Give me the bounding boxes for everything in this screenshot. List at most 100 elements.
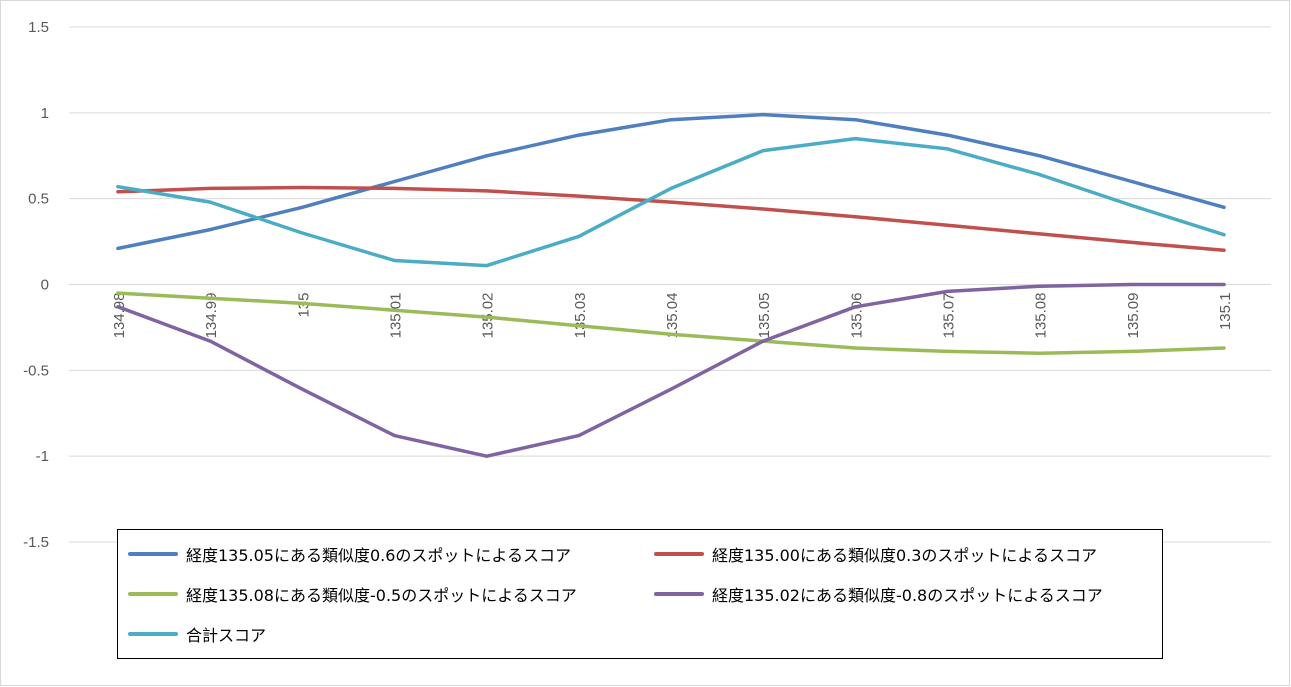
- data-point: [300, 301, 304, 305]
- data-point: [208, 339, 212, 343]
- data-point: [945, 223, 950, 227]
- data-point: [392, 258, 397, 263]
- y-axis-ticks: 1.5 1 0.5 0 -0.5 -1 -1.5: [23, 19, 49, 551]
- series-5: [116, 136, 1226, 268]
- legend-item-series-4: 経度135.02にある類似度-0.8のスポットによるスコア: [654, 582, 1103, 606]
- data-point: [208, 186, 212, 190]
- data-point: [853, 346, 857, 350]
- legend-item-series-3: 経度135.08にある類似度-0.5のスポットによるスコア: [128, 582, 577, 606]
- x-axis-ticks: 134.98 134.99 135 135.01 135.02 135.03 135.04 1…: [111, 293, 1234, 339]
- y-tick-label: 1: [41, 105, 49, 122]
- data-point: [485, 154, 489, 158]
- data-point: [300, 205, 304, 209]
- x-tick-label: 135.05: [756, 293, 773, 339]
- data-point: [577, 234, 581, 239]
- data-point: [945, 133, 950, 137]
- legend-label-series-4: 経度135.02にある類似度-0.8のスポットによるスコア: [712, 586, 1103, 605]
- x-tick-label: 134.98: [111, 293, 128, 339]
- x-tick-label: 135.09: [1125, 293, 1142, 339]
- legend-swatch-series-1: [128, 552, 178, 556]
- data-point: [1130, 240, 1134, 245]
- data-point: [577, 133, 581, 137]
- x-tick-label: 135.07: [941, 293, 958, 339]
- data-point: [116, 305, 120, 309]
- x-tick-label: 135.01: [388, 293, 405, 339]
- data-point: [300, 387, 304, 391]
- data-point: [485, 189, 489, 193]
- data-point: [761, 112, 765, 117]
- legend-item-series-5: 合計スコア: [128, 622, 266, 646]
- data-point: [669, 332, 673, 336]
- data-point: [1130, 349, 1134, 354]
- y-tick-label: -1: [36, 448, 49, 465]
- data-point: [577, 194, 581, 198]
- x-tick-label: 135.03: [572, 293, 589, 339]
- data-point: [392, 308, 397, 312]
- data-point: [945, 289, 950, 293]
- legend-swatch-series-4: [654, 592, 704, 596]
- data-point: [116, 190, 120, 194]
- series-2: [116, 185, 1226, 252]
- data-point: [1038, 173, 1042, 177]
- data-point: [1130, 179, 1134, 184]
- data-point: [1038, 232, 1042, 236]
- data-point: [761, 207, 765, 211]
- legend-label-series-5: 合計スコア: [186, 626, 267, 645]
- series-line: [116, 185, 1226, 252]
- data-point: [853, 136, 857, 141]
- data-point: [853, 118, 857, 122]
- data-point: [300, 185, 304, 190]
- data-point: [761, 149, 765, 153]
- series-1: [116, 112, 1226, 251]
- data-point: [1222, 346, 1226, 350]
- data-point: [208, 227, 212, 232]
- data-point: [485, 315, 489, 319]
- legend-swatch-series-5: [128, 632, 178, 636]
- legend: 経度135.05にある類似度0.6のスポットによるスコア 経度135.00にある…: [117, 529, 1163, 659]
- data-point: [392, 433, 397, 438]
- series-3: [116, 291, 1226, 355]
- data-point: [669, 186, 673, 190]
- y-tick-label: 0.5: [28, 191, 49, 208]
- legend-label-series-3: 経度135.08にある類似度-0.5のスポットによるスコア: [186, 586, 577, 605]
- legend-swatch-series-3: [128, 592, 178, 596]
- legend-item-series-1: 経度135.05にある類似度0.6のスポットによるスコア: [128, 542, 571, 566]
- data-point: [577, 433, 581, 438]
- data-point: [1038, 351, 1042, 355]
- data-point: [300, 231, 304, 235]
- x-tick-label: 134.99: [203, 293, 220, 339]
- data-point: [485, 264, 489, 268]
- data-point: [1130, 282, 1134, 287]
- y-tick-label: -1.5: [23, 534, 49, 551]
- data-point: [669, 387, 673, 391]
- data-point: [853, 215, 857, 219]
- data-point: [577, 324, 581, 328]
- legend-swatch-series-2: [654, 552, 704, 556]
- x-tick-label: 135.08: [1033, 293, 1050, 339]
- legend-label-series-1: 経度135.05にある類似度0.6のスポットによるスコア: [186, 546, 571, 565]
- data-point: [1222, 248, 1226, 252]
- legend-label-series-2: 経度135.00にある類似度0.3のスポットによるスコア: [712, 546, 1097, 565]
- data-point: [1222, 205, 1226, 209]
- data-point: [116, 185, 120, 189]
- data-point: [1222, 282, 1226, 287]
- data-point: [669, 200, 673, 204]
- data-point: [1038, 284, 1042, 288]
- legend-item-series-2: 経度135.00にある類似度0.3のスポットによるスコア: [654, 542, 1097, 566]
- y-tick-label: 1.5: [28, 19, 49, 36]
- data-point: [392, 179, 397, 184]
- data-point: [669, 118, 673, 122]
- data-point: [485, 454, 489, 458]
- data-point: [116, 246, 120, 251]
- data-point: [761, 339, 765, 343]
- data-point: [1038, 154, 1042, 158]
- data-point: [1130, 203, 1134, 208]
- y-tick-label: 0: [41, 277, 49, 294]
- x-tick-label: 135.1: [1217, 293, 1234, 331]
- data-point: [853, 305, 857, 309]
- y-tick-label: -0.5: [23, 362, 49, 379]
- x-tick-label: 135.06: [848, 293, 865, 339]
- data-point: [208, 296, 212, 300]
